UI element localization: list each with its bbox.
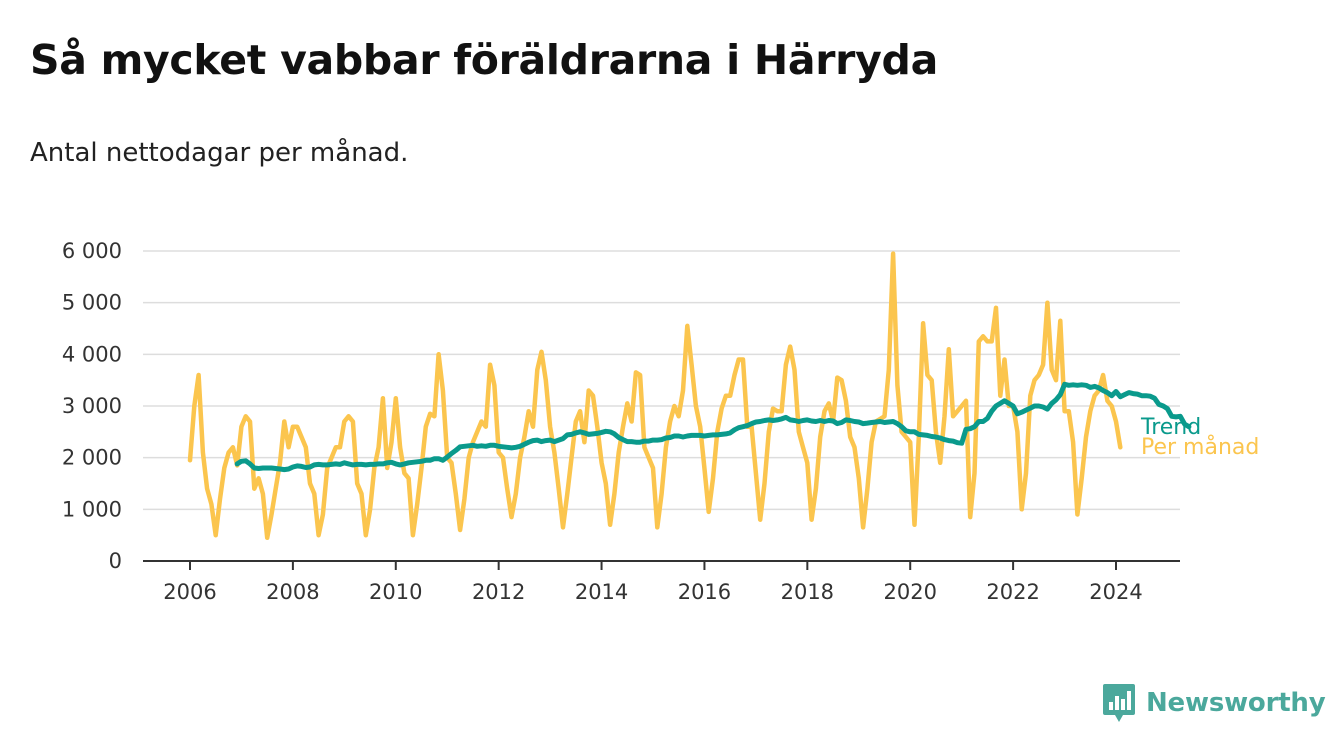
x-tick-label: 2010	[369, 580, 422, 604]
x-tick-label: 2008	[266, 580, 319, 604]
y-tick-label: 5 000	[62, 291, 122, 315]
x-tick-label: 2014	[575, 580, 628, 604]
x-tick-label: 2022	[986, 580, 1039, 604]
x-tick-label: 2020	[883, 580, 936, 604]
chart-subtitle: Antal nettodagar per månad.	[30, 138, 409, 168]
y-tick-label: 6 000	[62, 239, 122, 263]
x-axis-tick-labels: 2006 2008 2010 2012 2014 2016 2018 2020 2022 2024	[163, 580, 1142, 604]
x-tick-label: 2018	[781, 580, 834, 604]
x-axis	[143, 560, 1180, 570]
y-tick-label: 4 000	[62, 342, 122, 366]
newsworthy-logo-icon	[1103, 684, 1135, 722]
series-label-trend: Trend	[1140, 415, 1201, 440]
monthly-line	[187, 251, 1123, 541]
y-tick-label: 0	[109, 549, 122, 573]
series-lines	[187, 251, 1192, 541]
newsworthy-brand[interactable]: Newsworthy	[1102, 683, 1326, 723]
brand-name: Newsworthy	[1146, 688, 1326, 718]
x-tick-label: 2024	[1089, 580, 1142, 604]
x-tick-label: 2006	[163, 580, 216, 604]
y-axis-tick-labels: 0 1 000 2 000 3 000 4 000 5 000 6 000	[62, 239, 122, 573]
trend-line	[234, 381, 1192, 473]
y-tick-label: 1 000	[62, 497, 122, 521]
x-tick-label: 2012	[472, 580, 525, 604]
x-tick-label: 2016	[678, 580, 731, 604]
y-tick-label: 2 000	[62, 446, 122, 470]
chart-title: Så mycket vabbar föräldrarna i Härryda	[30, 36, 938, 84]
series-label-per-manad: Per månad	[1141, 434, 1259, 460]
y-tick-label: 3 000	[62, 394, 122, 418]
